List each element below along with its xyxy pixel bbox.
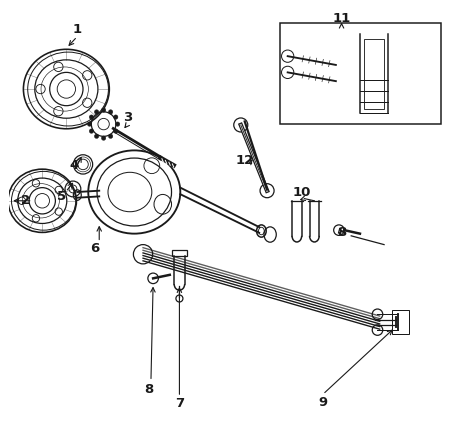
Text: 11: 11 xyxy=(332,11,351,25)
Circle shape xyxy=(95,134,99,138)
Text: 2: 2 xyxy=(21,194,31,207)
Text: 6: 6 xyxy=(90,243,100,255)
Text: 5: 5 xyxy=(57,190,66,203)
Circle shape xyxy=(89,115,94,119)
Circle shape xyxy=(87,122,92,126)
Text: 9: 9 xyxy=(318,396,327,409)
Bar xyxy=(392,310,409,334)
Circle shape xyxy=(116,122,120,126)
Text: 1: 1 xyxy=(73,23,82,36)
Text: 12: 12 xyxy=(236,153,254,167)
Circle shape xyxy=(89,129,94,133)
Bar xyxy=(171,250,187,256)
Text: 4: 4 xyxy=(69,159,79,172)
Circle shape xyxy=(113,115,118,119)
Text: 8: 8 xyxy=(337,226,346,239)
Text: 3: 3 xyxy=(123,111,133,124)
Circle shape xyxy=(108,110,113,114)
Circle shape xyxy=(95,110,99,114)
Bar xyxy=(364,39,383,109)
Text: 10: 10 xyxy=(293,186,311,198)
Bar xyxy=(280,23,441,124)
Circle shape xyxy=(108,134,113,138)
Circle shape xyxy=(101,108,106,112)
Circle shape xyxy=(101,136,106,140)
Circle shape xyxy=(113,129,118,133)
Text: 7: 7 xyxy=(175,397,184,410)
Text: 8: 8 xyxy=(144,383,154,396)
